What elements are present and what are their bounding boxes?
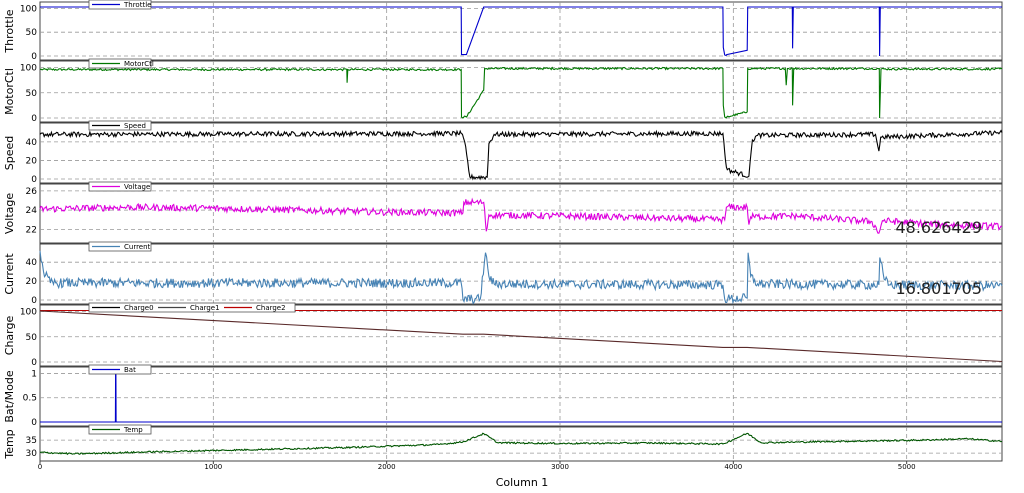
y-tick-label: 0 bbox=[31, 418, 37, 428]
panel-motorctl: 0 50 100 MotorCtl MotorCtl bbox=[3, 58, 1003, 124]
y-tick-label: 0 bbox=[31, 358, 37, 368]
legend-entry: Speed bbox=[124, 122, 146, 130]
panel-frame bbox=[39, 426, 1003, 462]
y-tick-label: 100 bbox=[20, 64, 37, 74]
series-line-voltage bbox=[39, 197, 1003, 234]
legend: Speed bbox=[88, 120, 152, 131]
y-tick-label: 40 bbox=[26, 258, 38, 268]
x-tick-label: 0 bbox=[38, 463, 42, 471]
panel-charge: 0 50 100 Charge Charge0 Charge1 Charge2 bbox=[3, 302, 1003, 368]
legend-entry: Bat bbox=[124, 366, 136, 374]
legend: MotorCtl bbox=[88, 58, 154, 69]
value-readout: 16.801705 bbox=[895, 279, 982, 298]
panel-frame bbox=[39, 122, 1003, 184]
y-axis-label: Bat/Mode bbox=[3, 370, 16, 423]
panel-frame bbox=[39, 1, 1003, 61]
x-tick-label: 4000 bbox=[724, 463, 742, 471]
legend-entry: Charge0 bbox=[124, 304, 154, 312]
y-tick-label: 0 bbox=[31, 175, 37, 185]
panel-frame bbox=[39, 60, 1003, 123]
series-line-temp bbox=[40, 432, 1003, 456]
legend: Temp bbox=[88, 424, 152, 435]
series-line-current bbox=[39, 250, 1003, 305]
panel-current: 0 20 40 Current Current 16.801705 bbox=[3, 241, 1003, 306]
panel-frame bbox=[39, 243, 1003, 305]
series-line-speed bbox=[39, 129, 1003, 181]
y-axis-label: Temp bbox=[3, 429, 16, 459]
y-axis-label: Speed bbox=[3, 136, 16, 170]
legend-entry: Charge2 bbox=[256, 304, 286, 312]
panel-speed: 0 20 40 Speed Speed bbox=[3, 120, 1003, 185]
y-tick-label: 50 bbox=[26, 333, 38, 343]
legend-entry: Voltage bbox=[124, 183, 150, 191]
series-line-throttle bbox=[40, 6, 1002, 57]
y-tick-label: 100 bbox=[20, 4, 37, 14]
y-axis-label: Current bbox=[3, 253, 16, 295]
y-tick-label: 20 bbox=[26, 277, 38, 287]
x-axis-label: Column 1 bbox=[496, 476, 549, 489]
legend-entry: Charge1 bbox=[190, 304, 220, 312]
y-tick-label: 0 bbox=[31, 296, 37, 306]
x-tick-label: 2000 bbox=[378, 463, 396, 471]
y-tick-label: 0 bbox=[31, 114, 37, 124]
legend-entry: Current bbox=[124, 243, 151, 251]
y-tick-label: 22 bbox=[26, 225, 37, 235]
legend: Voltage bbox=[88, 181, 152, 192]
panel-frame bbox=[39, 366, 1003, 427]
legend: Charge0 Charge1 Charge2 bbox=[88, 302, 296, 313]
value-readout: 48.626429 bbox=[895, 218, 982, 237]
legend-entry: Temp bbox=[123, 426, 143, 434]
y-tick-label: 30 bbox=[26, 449, 38, 459]
panel-temp: 30 35 Temp Temp bbox=[3, 424, 1003, 462]
panel-throttle: 0 50 100 Throttle Throttle bbox=[3, 0, 1003, 62]
panel-frame bbox=[39, 183, 1003, 244]
y-tick-label: 26 bbox=[26, 187, 38, 197]
legend: Bat bbox=[88, 364, 152, 375]
y-tick-label: 40 bbox=[26, 138, 38, 148]
y-tick-label: 0 bbox=[31, 52, 37, 62]
y-tick-label: 35 bbox=[26, 436, 37, 446]
panel-batmode: 0 0.5 1 Bat/Mode Bat bbox=[3, 364, 1003, 428]
legend-entry: Throttle bbox=[123, 1, 151, 9]
x-tick-label: 5000 bbox=[898, 463, 916, 471]
y-tick-label: 100 bbox=[20, 308, 37, 318]
y-tick-label: 50 bbox=[26, 89, 38, 99]
y-tick-label: 0.5 bbox=[23, 394, 37, 404]
y-axis-label: Throttle bbox=[3, 9, 16, 53]
y-tick-label: 50 bbox=[26, 28, 38, 38]
panel-voltage: 22 24 26 Voltage Voltage 48.626429 bbox=[3, 181, 1003, 244]
panel-frame bbox=[39, 304, 1003, 367]
y-tick-label: 1 bbox=[31, 369, 37, 379]
y-axis-label: Charge bbox=[3, 316, 16, 356]
legend-box bbox=[88, 302, 296, 313]
legend-entry: MotorCtl bbox=[124, 60, 154, 68]
y-axis-label: MotorCtl bbox=[3, 68, 16, 115]
y-tick-label: 24 bbox=[26, 206, 38, 216]
series-line-motorctl bbox=[39, 66, 1003, 119]
series-line-charge0 bbox=[39, 310, 1003, 363]
legend: Throttle bbox=[88, 0, 151, 10]
y-tick-label: 20 bbox=[26, 156, 38, 166]
x-tick-label: 3000 bbox=[551, 463, 569, 471]
legend: Current bbox=[88, 241, 152, 252]
x-tick-label: 1000 bbox=[204, 463, 222, 471]
y-axis-label: Voltage bbox=[3, 193, 16, 234]
